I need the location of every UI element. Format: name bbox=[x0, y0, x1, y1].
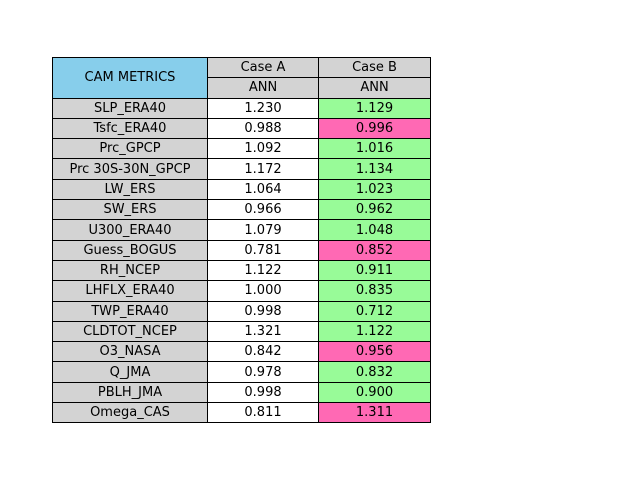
table-row: Q_JMA 0.978 0.832 bbox=[52, 361, 431, 383]
table-row: Guess_BOGUS 0.781 0.852 bbox=[52, 239, 431, 261]
corner-label-cell: CAM METRICS bbox=[52, 57, 208, 99]
case-a-value: 0.998 bbox=[207, 300, 319, 322]
table-row: O3_NASA 0.842 0.956 bbox=[52, 341, 431, 363]
case-b-value: 1.016 bbox=[318, 138, 431, 160]
case-a-value: 1.092 bbox=[207, 138, 319, 160]
table-row: Prc_GPCP 1.092 1.016 bbox=[52, 138, 431, 160]
metric-name: SLP_ERA40 bbox=[52, 97, 208, 119]
table-row: SLP_ERA40 1.230 1.129 bbox=[52, 97, 431, 119]
metric-name: PBLH_JMA bbox=[52, 381, 208, 404]
table-row: SW_ERS 0.966 0.962 bbox=[52, 199, 431, 221]
metric-name: SW_ERS bbox=[52, 199, 208, 221]
table-row: TWP_ERA40 0.998 0.712 bbox=[52, 300, 431, 322]
case-b-value: 1.129 bbox=[318, 97, 431, 119]
case-b-value: 0.911 bbox=[318, 259, 431, 282]
case-a-value: 0.781 bbox=[207, 239, 319, 261]
metric-name: Prc 30S-30N_GPCP bbox=[52, 158, 208, 180]
metric-name: LHFLX_ERA40 bbox=[52, 280, 208, 302]
table-row: CLDTOT_NCEP 1.321 1.122 bbox=[52, 320, 431, 343]
case-a-value: 1.079 bbox=[207, 219, 319, 241]
case-b-value: 1.122 bbox=[318, 320, 431, 343]
case-b-value: 0.996 bbox=[318, 117, 431, 140]
case-a-value: 1.122 bbox=[207, 259, 319, 282]
table-row: Prc 30S-30N_GPCP 1.172 1.134 bbox=[52, 158, 431, 180]
metric-name: LW_ERS bbox=[52, 178, 208, 201]
case-a-value: 0.988 bbox=[207, 117, 319, 140]
case-a-value: 1.321 bbox=[207, 320, 319, 343]
case-b-value: 1.134 bbox=[318, 158, 431, 180]
metrics-body: SLP_ERA40 1.230 1.129 Tsfc_ERA40 0.988 0.996 P… bbox=[52, 97, 431, 424]
case-b-value: 0.835 bbox=[318, 280, 431, 302]
case-b-period: ANN bbox=[318, 77, 431, 99]
table-row: RH_NCEP 1.122 0.911 bbox=[52, 259, 431, 282]
case-a-value: 1.064 bbox=[207, 178, 319, 201]
case-a-value: 0.998 bbox=[207, 381, 319, 404]
metric-name: Q_JMA bbox=[52, 361, 208, 383]
case-a-value: 0.978 bbox=[207, 361, 319, 383]
table-row: LHFLX_ERA40 1.000 0.835 bbox=[52, 280, 431, 302]
case-a-value: 0.966 bbox=[207, 199, 319, 221]
case-b-value: 0.962 bbox=[318, 199, 431, 221]
metric-name: O3_NASA bbox=[52, 341, 208, 363]
case-a-value: 1.172 bbox=[207, 158, 319, 180]
metric-name: Guess_BOGUS bbox=[52, 239, 208, 261]
table-row: PBLH_JMA 0.998 0.900 bbox=[52, 381, 431, 404]
case-a-value: 0.842 bbox=[207, 341, 319, 363]
metric-name: RH_NCEP bbox=[52, 259, 208, 282]
corner-label: CAM METRICS bbox=[84, 70, 176, 86]
case-a-header: Case A bbox=[207, 56, 319, 79]
table-row: Omega_CAS 0.811 1.311 bbox=[52, 402, 431, 424]
metric-name: Omega_CAS bbox=[52, 402, 208, 424]
case-b-value: 0.832 bbox=[318, 361, 431, 383]
case-a-value: 1.230 bbox=[207, 97, 319, 119]
case-b-header: Case B bbox=[318, 56, 431, 79]
case-a-period: ANN bbox=[207, 77, 319, 99]
case-b-value: 1.048 bbox=[318, 219, 431, 241]
table-row: Tsfc_ERA40 0.988 0.996 bbox=[52, 117, 431, 140]
case-b-value: 0.956 bbox=[318, 341, 431, 363]
metric-name: Prc_GPCP bbox=[52, 138, 208, 160]
case-a-value: 0.811 bbox=[207, 402, 319, 424]
case-b-value: 0.900 bbox=[318, 381, 431, 404]
case-b-value: 1.311 bbox=[318, 402, 431, 424]
metrics-table: CAM METRICS Case A Case B ANN ANN SLP_ER… bbox=[52, 56, 431, 424]
case-b-value: 0.712 bbox=[318, 300, 431, 322]
case-a-value: 1.000 bbox=[207, 280, 319, 302]
case-b-value: 1.023 bbox=[318, 178, 431, 201]
metric-name: U300_ERA40 bbox=[52, 219, 208, 241]
metric-name: TWP_ERA40 bbox=[52, 300, 208, 322]
table-row: LW_ERS 1.064 1.023 bbox=[52, 178, 431, 201]
case-b-value: 0.852 bbox=[318, 239, 431, 261]
metric-name: Tsfc_ERA40 bbox=[52, 117, 208, 140]
metric-name: CLDTOT_NCEP bbox=[52, 320, 208, 343]
table-row: U300_ERA40 1.079 1.048 bbox=[52, 219, 431, 241]
